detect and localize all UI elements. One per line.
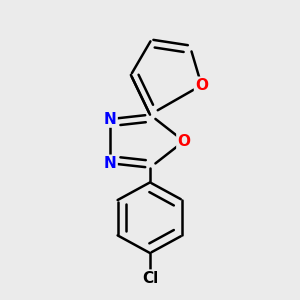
Text: N: N: [104, 156, 117, 171]
Text: Cl: Cl: [142, 271, 158, 286]
Text: O: O: [177, 134, 190, 149]
Text: O: O: [195, 78, 208, 93]
Text: N: N: [104, 112, 117, 127]
